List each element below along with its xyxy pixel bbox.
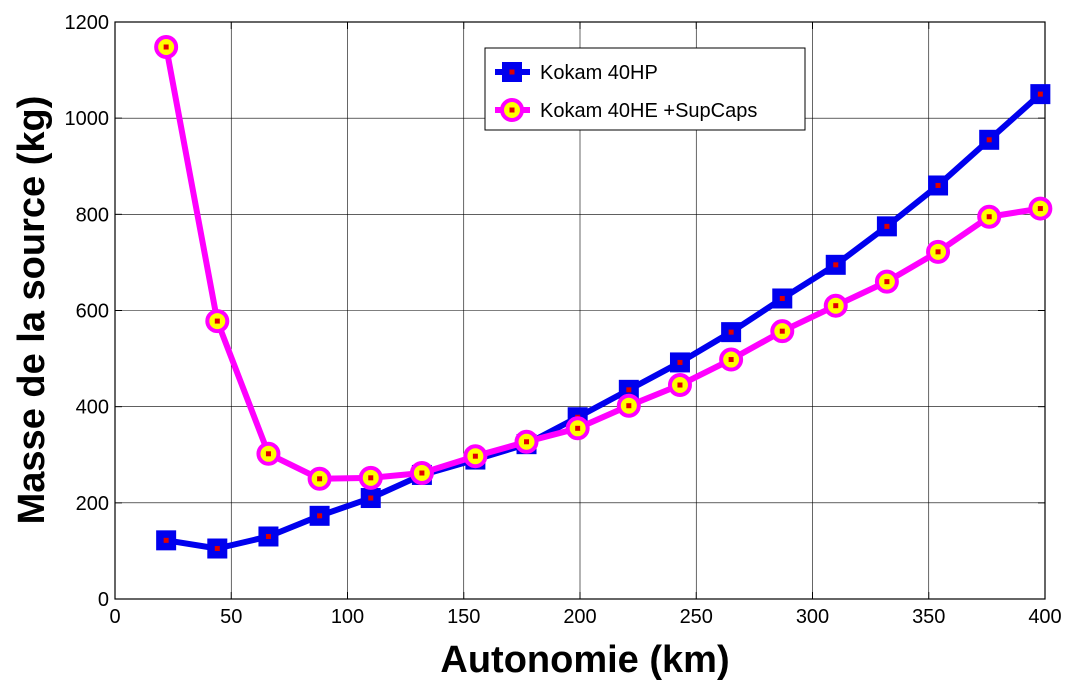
y-tick-label: 200 — [76, 493, 109, 515]
legend-item: Kokam 40HP — [495, 62, 658, 84]
marker-center — [626, 387, 632, 393]
marker-center — [368, 475, 374, 481]
legend-label: Kokam 40HE +SupCaps — [540, 100, 757, 122]
marker-center — [986, 137, 992, 143]
marker-center — [163, 44, 169, 50]
x-tick-label: 400 — [1028, 606, 1061, 628]
x-tick-label: 350 — [912, 606, 945, 628]
x-tick-label: 50 — [220, 606, 242, 628]
x-tick-label: 0 — [109, 606, 120, 628]
y-tick-label: 600 — [76, 301, 109, 323]
marker-center — [935, 182, 941, 188]
series-2 — [154, 35, 1053, 491]
x-tick-label: 250 — [680, 606, 713, 628]
x-tick-label: 300 — [796, 606, 829, 628]
marker-center — [833, 303, 839, 309]
marker-center — [986, 214, 992, 220]
series-layer — [154, 35, 1053, 559]
marker-center — [884, 279, 890, 285]
marker-center — [214, 546, 220, 552]
marker-center — [472, 453, 478, 459]
marker-center — [779, 295, 785, 301]
x-tick-label: 100 — [331, 606, 364, 628]
y-tick-label: 400 — [76, 397, 109, 419]
marker-center — [317, 476, 323, 482]
grid — [115, 22, 1045, 599]
marker-center — [677, 382, 683, 388]
marker-center-legend — [509, 69, 515, 75]
y-tick-label: 1000 — [65, 108, 110, 130]
marker-center — [214, 318, 220, 324]
y-tick-label: 800 — [76, 204, 109, 226]
marker-center — [728, 357, 734, 363]
y-axis-ticks: 0 200 400 600 800 1000 1200 — [65, 12, 1045, 611]
marker-center — [265, 533, 271, 539]
marker-center — [163, 537, 169, 543]
x-axis-ticks: 0 50 100 150 200 250 300 350 400 — [109, 22, 1062, 628]
x-tick-label: 150 — [447, 606, 480, 628]
legend-label: Kokam 40HP — [540, 62, 658, 84]
marker-center — [626, 403, 632, 409]
marker-center — [884, 223, 890, 229]
marker-center — [1037, 206, 1043, 212]
marker-center — [265, 451, 271, 457]
marker-center — [368, 495, 374, 501]
marker-center — [317, 513, 323, 519]
y-tick-label: 1200 — [65, 12, 110, 34]
x-tick-label: 200 — [563, 606, 596, 628]
legend: Kokam 40HP Kokam 40HE +SupCaps — [484, 47, 806, 131]
marker-center — [1037, 91, 1043, 97]
marker-center — [677, 359, 683, 365]
legend-box — [484, 47, 806, 131]
marker-center — [575, 425, 581, 431]
marker-center — [419, 470, 425, 476]
marker-center-legend — [509, 107, 515, 113]
marker-center — [935, 249, 941, 255]
y-tick-label: 0 — [98, 589, 109, 611]
legend-item: Kokam 40HE +SupCaps — [495, 98, 757, 122]
marker-center — [524, 439, 530, 445]
marker-center — [728, 329, 734, 335]
x-axis-label: Autonomie (km) — [440, 639, 729, 681]
y-axis-label: Masse de la source (kg) — [11, 96, 53, 525]
marker-center — [833, 262, 839, 268]
marker-center — [779, 328, 785, 334]
